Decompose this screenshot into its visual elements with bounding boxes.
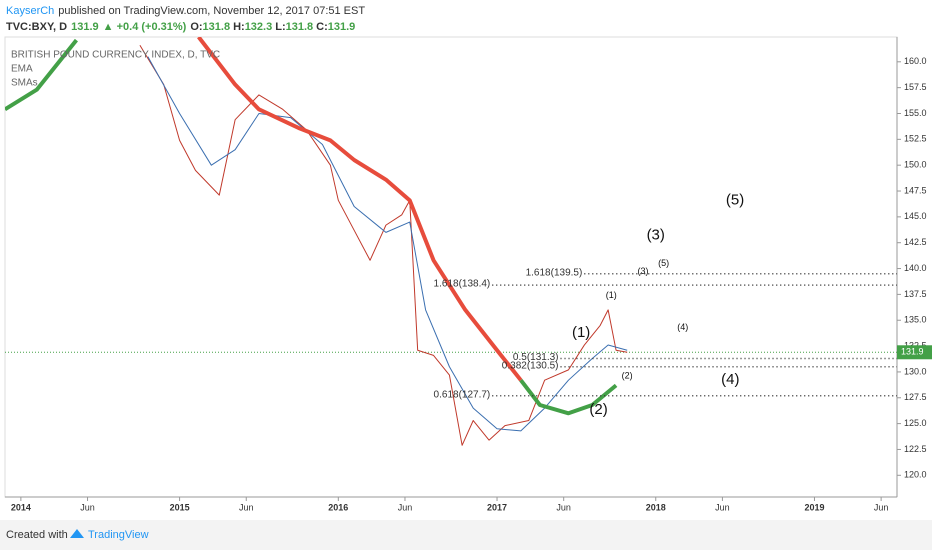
open: 131.8 [203,21,231,33]
y-tick-label: 120.0 [904,470,927,480]
wave-label: (4) [677,322,688,332]
wave-label: (2) [589,401,607,418]
symbol: TVC:BXY, D [6,21,67,33]
wave-label: (5) [726,191,744,208]
footer-brand[interactable]: TradingView [88,529,149,541]
l-label: L: [275,21,285,33]
x-tick-label: 2019 [804,502,824,512]
series-line [197,37,523,382]
plot-area [5,37,897,446]
price: 131.9 [71,21,99,33]
close: 131.9 [328,21,356,33]
c-label: C: [316,21,328,33]
x-tick-label: 2017 [487,502,507,512]
published: published on TradingView.com, November 1… [58,5,365,17]
y-tick-label: 130.0 [904,366,927,376]
wave-label: (3) [638,266,649,276]
y-tick-label: 142.5 [904,237,927,247]
x-tick-label: Jun [874,502,889,512]
y-tick-label: 147.5 [904,185,927,195]
wave-label: (5) [658,258,669,268]
x-tick-label: 2016 [328,502,348,512]
legend-entry: SMAs [11,78,38,89]
last-price-box [897,345,932,360]
series-line [147,56,628,432]
legend-entry: BRITISH POUND CURRENCY INDEX, D, TVC [11,50,220,61]
x-tick-label: 2015 [170,502,190,512]
o-label: O: [190,21,202,33]
symbol-line: TVC:BXY, D 131.9 ▲ +0.4 (+0.31%) O:131.8 H:1… [6,21,355,33]
series-line [139,45,628,446]
plot-frame [4,36,898,498]
logo [70,529,84,538]
legend-entry: EMA [11,64,33,75]
h-label: H: [233,21,245,33]
author[interactable]: KayserCh [6,5,54,17]
x-tick-label: Jun [239,502,254,512]
y-tick-label: 155.0 [904,108,927,118]
x-tick-label: 2018 [646,502,666,512]
wave-label: (2) [622,370,633,380]
x-tick-label: Jun [556,502,571,512]
series-line [519,378,618,416]
last-price-label: 131.9 [901,347,924,357]
wave-label: (1) [606,290,617,300]
series-line [5,38,78,112]
high: 132.3 [245,21,273,33]
low: 131.8 [286,21,314,33]
y-tick-label: 160.0 [904,56,927,66]
footer-bar [0,520,932,550]
y-tick-label: 137.5 [904,289,927,299]
wave-label: (4) [721,371,739,388]
wave-label: (1) [572,324,590,341]
x-tick-label: Jun [715,502,730,512]
fib-label: 1.618(138.4) [434,279,491,290]
y-tick-label: 157.5 [904,82,927,92]
y-tick-label: 145.0 [904,211,927,221]
y-tick-label: 135.0 [904,315,927,325]
y-tick-label: 150.0 [904,160,927,170]
y-tick-label: 140.0 [904,263,927,273]
y-tick-label: 127.5 [904,392,927,402]
footer-created: Created with [6,529,68,541]
wave-label: (3) [647,226,665,243]
x-tick-label: 2014 [11,502,31,512]
x-tick-label: Jun [398,502,413,512]
change: ▲ +0.4 (+0.31%) [103,21,187,33]
header-line: KayserCh published on TradingView.com, No… [6,5,365,17]
x-tick-label: Jun [80,502,95,512]
fib-label: 0.5(131.3) [513,352,559,363]
fib-label: 1.618(139.5) [526,267,583,278]
y-tick-label: 122.5 [904,444,927,454]
y-tick-label: 152.5 [904,134,927,144]
fib-label: 0.618(127.7) [434,389,491,400]
y-tick-label: 125.0 [904,418,927,428]
fib-label: 0.382(130.5) [502,360,559,371]
